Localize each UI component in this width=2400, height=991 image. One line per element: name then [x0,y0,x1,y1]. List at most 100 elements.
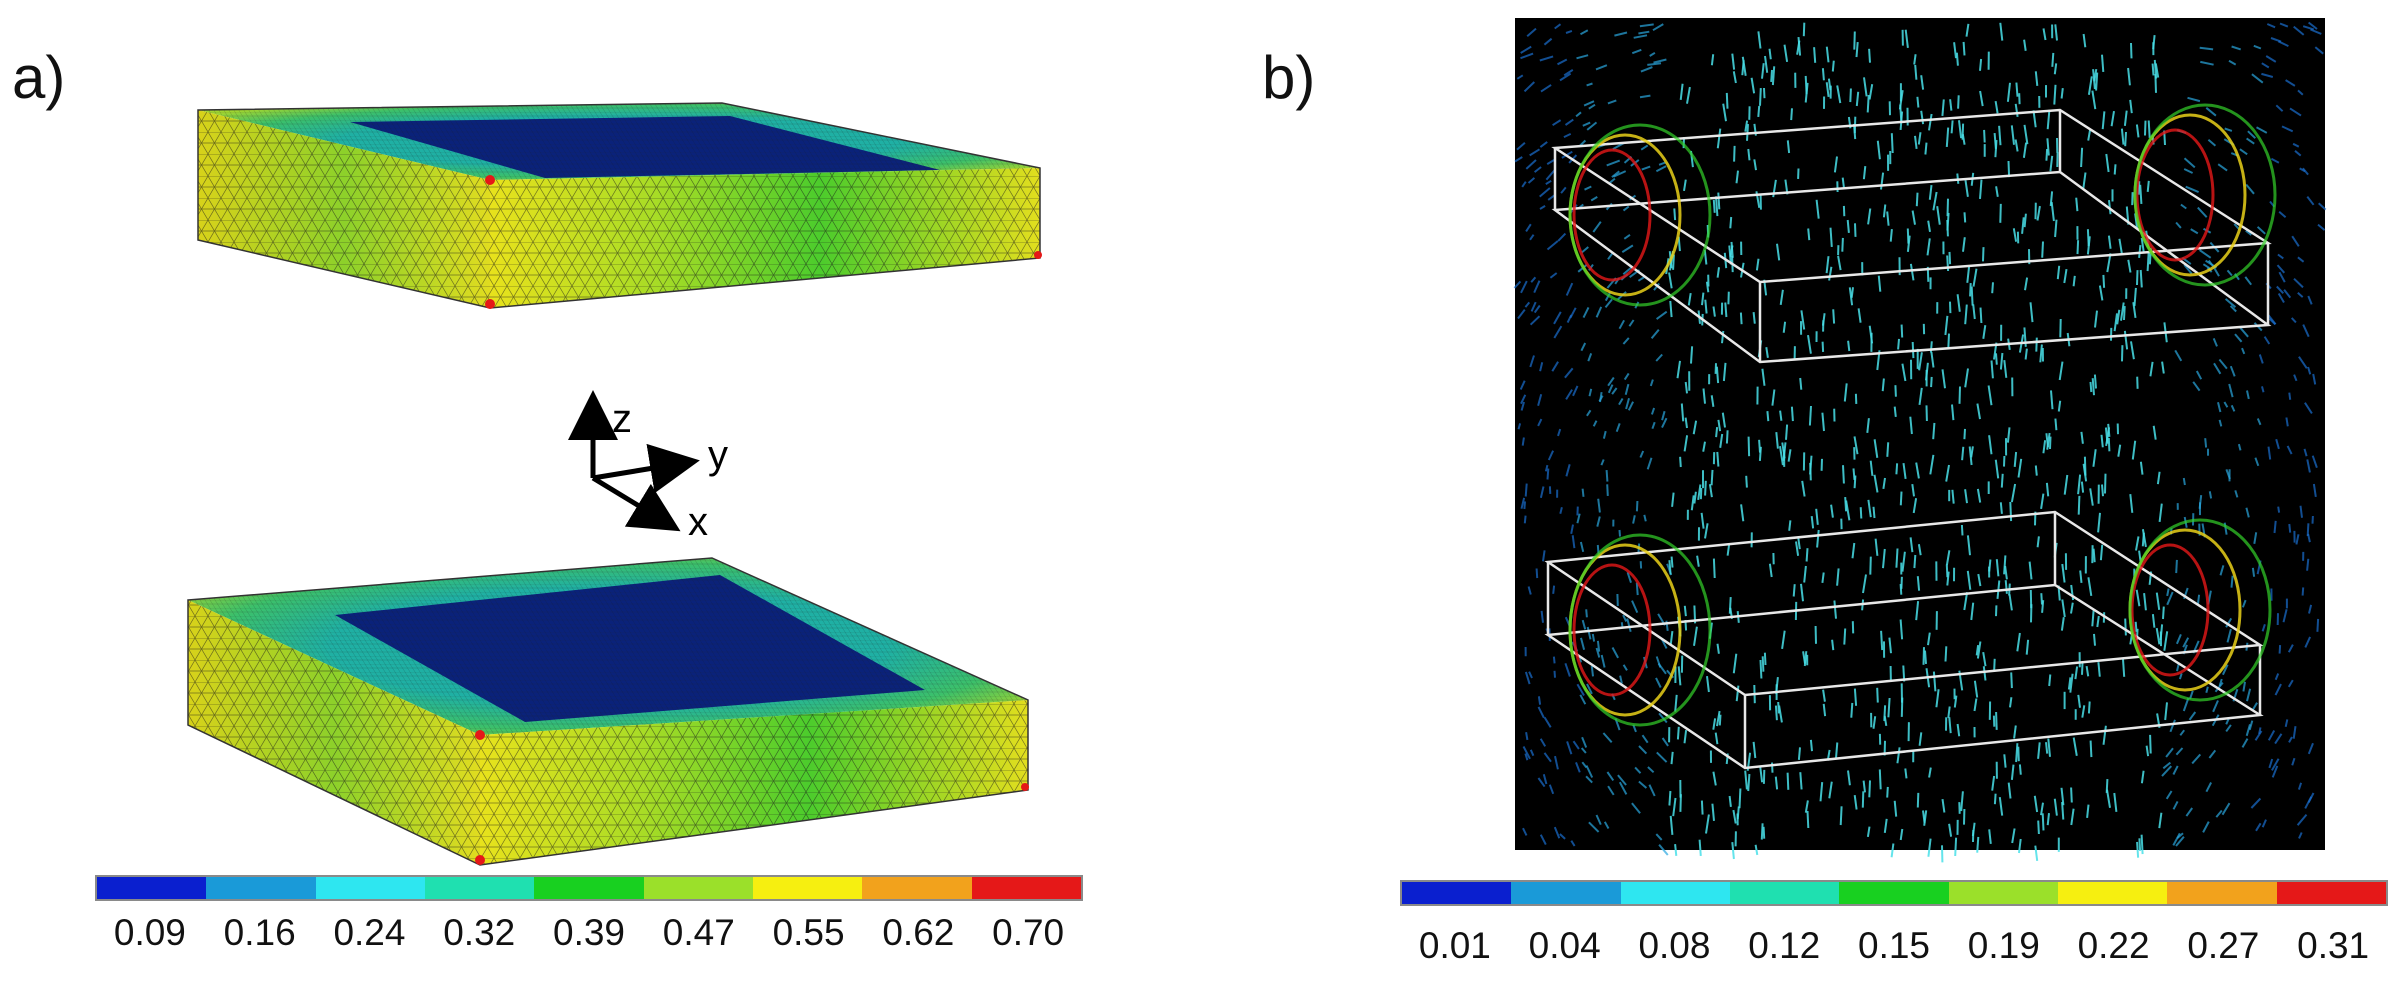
field-vector [2045,742,2049,754]
field-vector [2277,253,2284,260]
field-vector [1993,133,1997,149]
field-vector [1618,529,1621,537]
field-vector [2234,333,2243,343]
field-vector [1597,498,1601,513]
field-vector [1948,717,1952,734]
field-vector [2180,203,2187,210]
field-vector [1607,99,1617,105]
field-vector [1853,436,1859,455]
field-vector [1775,432,1779,449]
field-vector [1876,687,1879,703]
field-vector [1521,181,1527,188]
field-vector [1693,491,1697,504]
field-vector [2058,361,2064,381]
field-vector [1790,108,1793,121]
field-vector [2091,378,2095,396]
field-vector [2258,354,2264,364]
field-vector [2291,235,2300,247]
field-vector [1584,185,1592,191]
field-vector [1725,92,1729,109]
field-vector [1661,410,1666,421]
field-vector [2307,742,2314,755]
field-vector [1949,99,1953,111]
field-vector [1674,843,1678,857]
colorbar-a-segment [206,877,316,899]
field-vector [1768,48,1772,60]
field-vector [1927,838,1932,857]
field-vector [1895,463,1899,475]
field-vector [1668,560,1672,575]
field-vector [1638,30,1650,35]
field-vector [1998,125,2002,146]
colorbar-b-segment [2057,882,2168,904]
field-vector [1731,842,1735,860]
field-vector [2061,801,2065,820]
field-vector [1523,81,1535,93]
field-vector [2277,506,2281,513]
field-vector [1976,641,1982,659]
field-vector [1580,342,1587,352]
field-vector [1963,428,1966,440]
field-vector [1516,74,1524,80]
field-vector [1872,506,1876,519]
field-vector [1970,446,1974,458]
field-vector [1611,647,1619,659]
field-vector [2094,310,2098,328]
field-vector [1816,529,1820,548]
field-vector [1803,565,1807,583]
colorbar-a [95,875,1083,901]
field-vector [1552,656,1556,664]
field-vector [1763,87,1766,99]
field-vector [2061,599,2066,618]
field-vector [2288,392,2292,400]
field-vector [2253,44,2262,50]
field-vector [1956,723,1961,737]
field-vector [1618,319,1625,330]
field-vector [1537,696,1542,705]
field-vector [1950,120,1954,134]
field-vector [2139,461,2144,475]
field-vector [2267,446,2272,460]
field-vector [2283,289,2292,299]
field-vector [1847,340,1851,352]
field-vector [1622,664,1628,671]
field-vector [1922,647,1925,665]
field-vector [2261,72,2274,78]
colorbar-b-tick-label: 0.19 [1967,925,2040,966]
field-vector [2042,28,2047,41]
field-vector [1807,228,1811,241]
field-vector [1565,389,1573,400]
field-vector [2067,677,2072,690]
field-vector [1639,450,1645,458]
field-vector [2294,150,2302,157]
field-vector [1994,100,1999,114]
field-vector [2116,309,2121,325]
field-vector [2214,681,2224,693]
field-vector [2040,493,2045,510]
field-vector [1708,484,1713,498]
colorbar-a-tick-label: 0.55 [772,912,845,953]
field-vector [1683,729,1688,744]
field-vector [1982,666,1987,681]
field-vector [1590,665,1594,677]
field-vector [1947,333,1950,349]
field-vector [1700,512,1705,529]
field-vector [1899,491,1903,506]
colorbar-b-tick-label: 0.31 [2297,925,2370,966]
field-vector [1626,571,1632,584]
field-vector [1771,66,1776,86]
field-vector [2023,124,2029,145]
field-vector [2297,256,2305,263]
field-vector [1828,266,1833,281]
field-vector [1529,315,1541,326]
field-vector [2149,361,2154,377]
field-vector [1800,583,1804,602]
field-vector [2141,532,2145,547]
field-vector [1972,304,1976,320]
field-vector [1913,554,1917,569]
field-vector [2144,120,2147,136]
field-vector [1781,630,1786,650]
field-vector [1813,47,1817,63]
field-vector [1526,27,1537,38]
field-vector [1570,524,1574,534]
